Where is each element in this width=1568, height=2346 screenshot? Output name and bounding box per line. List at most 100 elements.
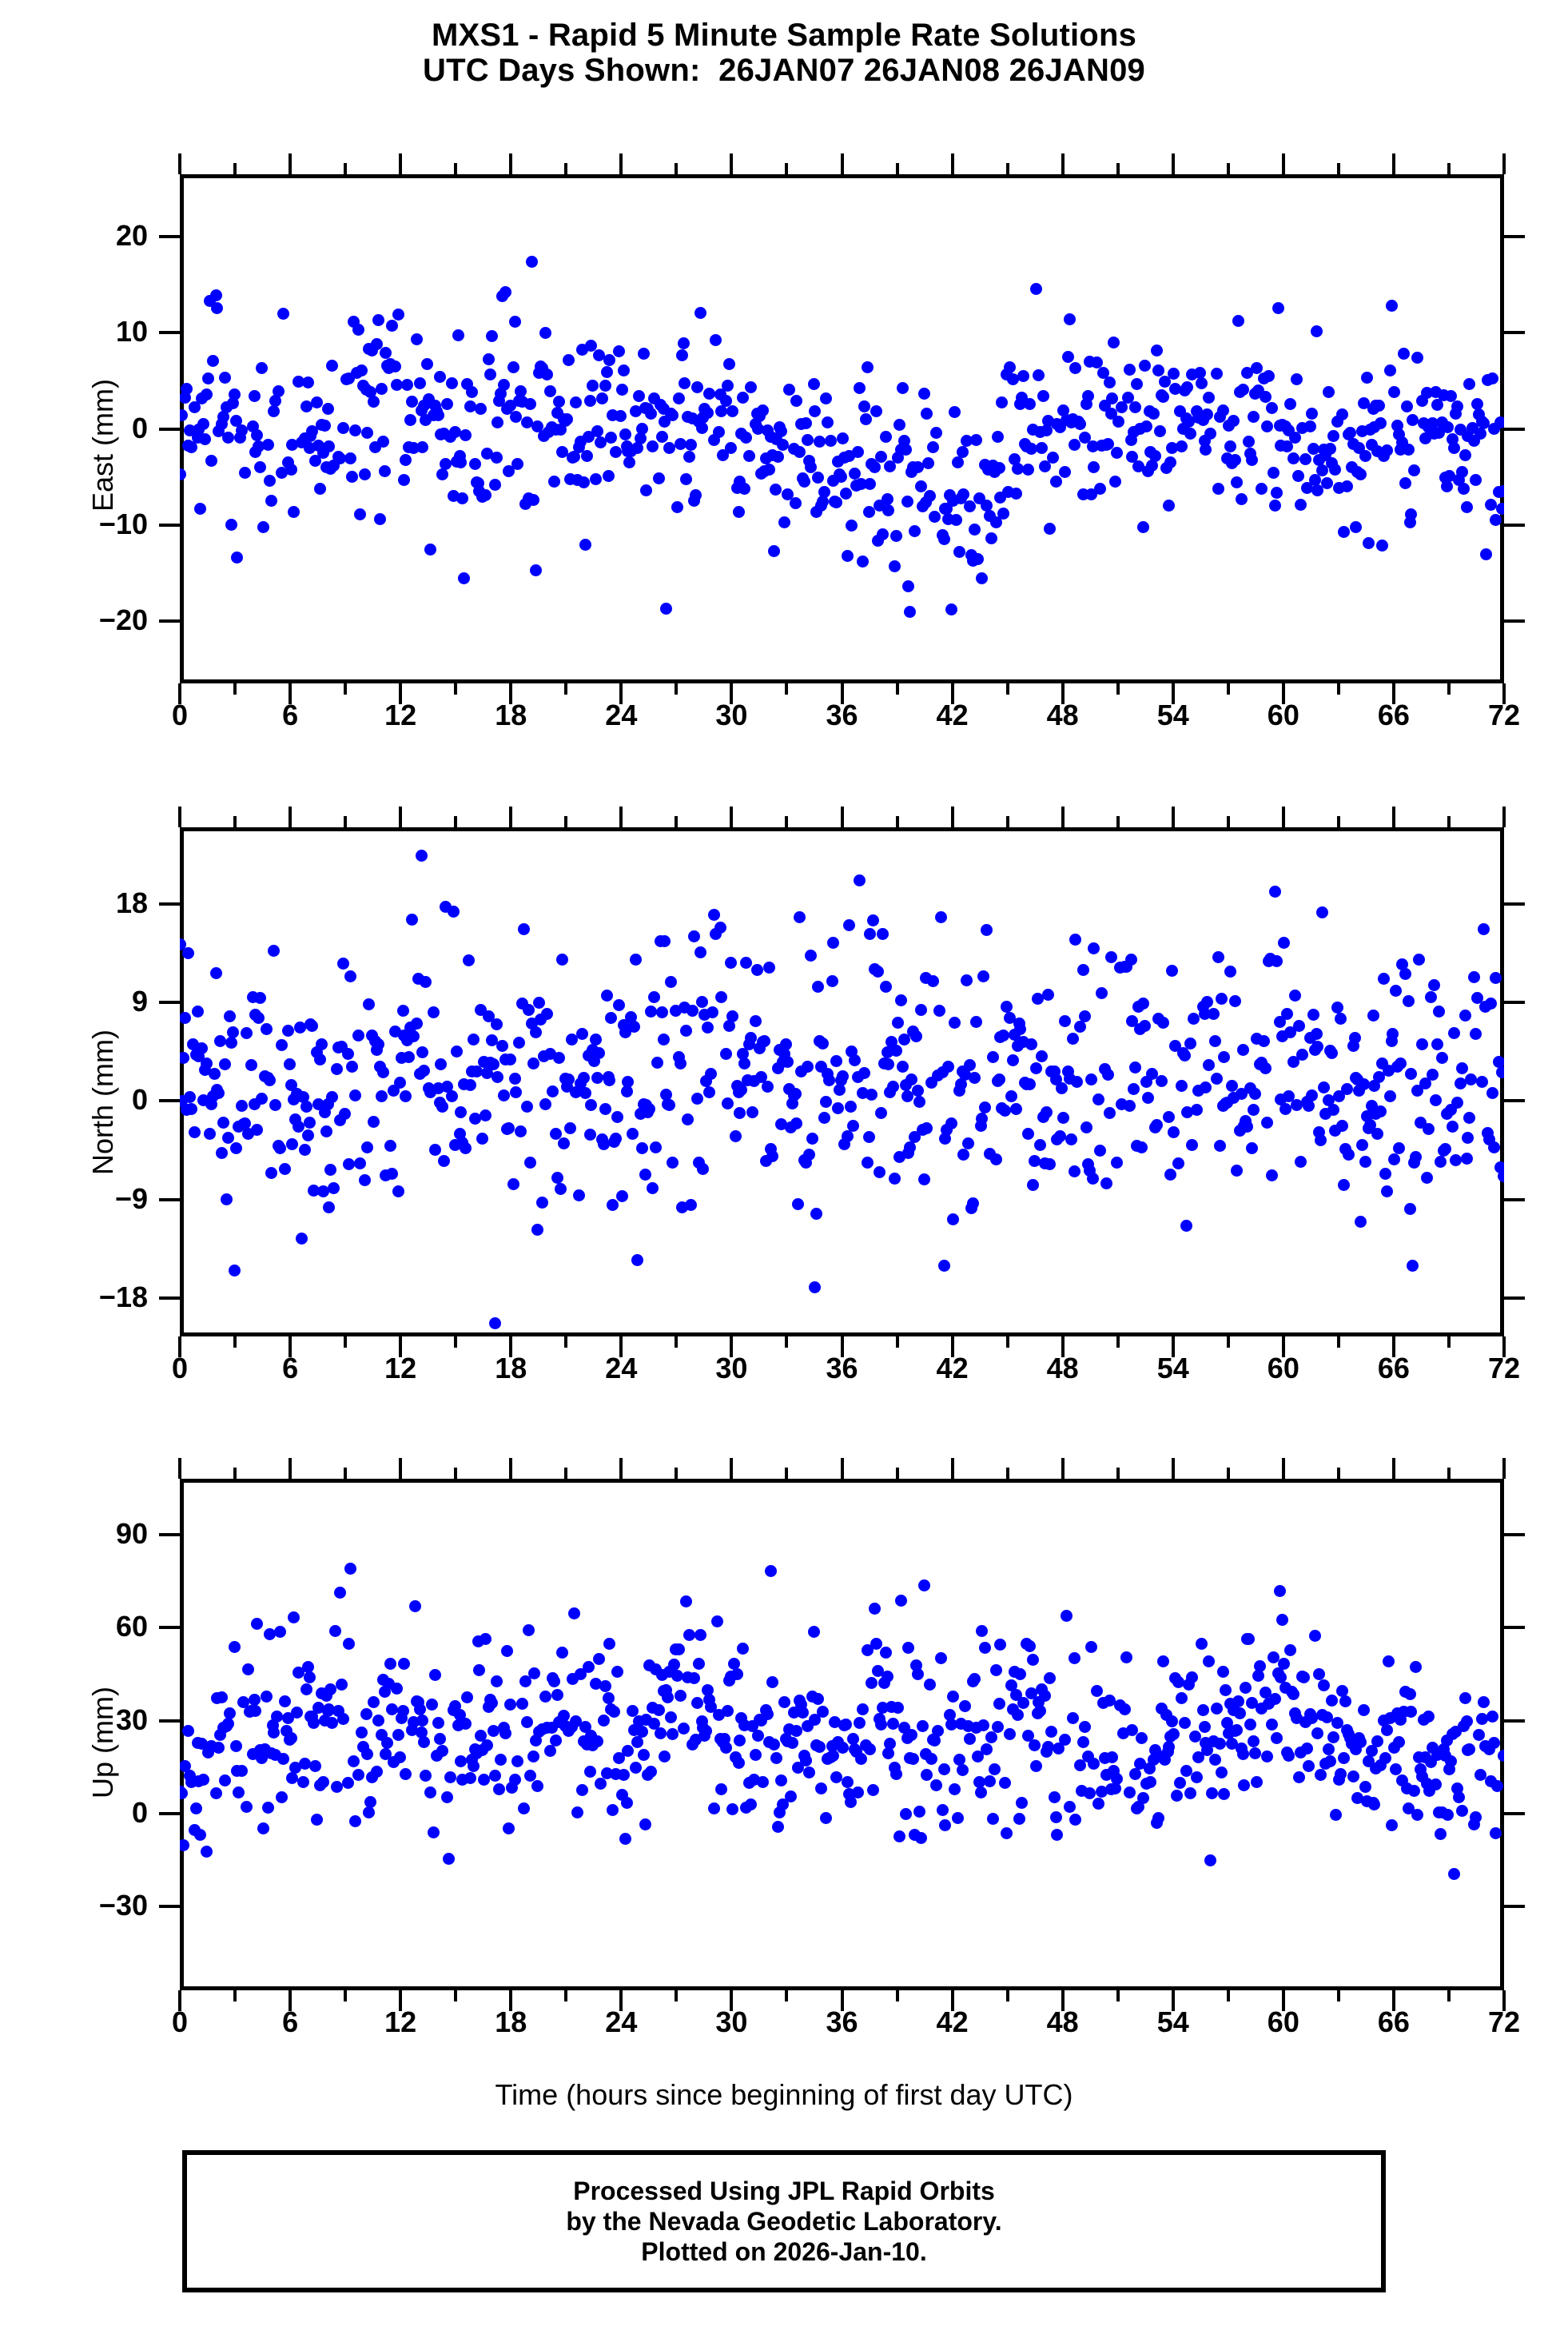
data-point [593,349,606,362]
data-point [1106,1751,1119,1764]
x-tick-label: 42 [936,1352,969,1384]
data-point [702,407,714,420]
data-point [1247,410,1260,423]
data-point [1350,521,1363,534]
data-point [630,953,643,966]
data-point [1380,444,1393,457]
data-point [1399,477,1411,490]
data-point [1318,1679,1331,1691]
data-point [1278,936,1291,949]
panel-north [180,827,1504,1336]
data-point [781,488,794,500]
data-point [1390,984,1403,997]
data-point [989,1663,1002,1676]
data-point [854,1717,866,1730]
data-point [1310,1028,1323,1041]
data-point [473,1664,486,1677]
data-point [937,1260,950,1273]
data-point [1004,1011,1016,1024]
data-point [1486,1710,1499,1723]
data-point [722,1704,734,1717]
data-point [557,1709,570,1722]
data-point [523,1769,536,1782]
data-point [539,1691,551,1703]
data-point [1151,344,1164,356]
data-point [1339,1695,1351,1708]
data-point [781,1056,794,1069]
data-point [386,1168,399,1181]
data-point [665,975,678,988]
data-point [547,1085,559,1098]
data-point [438,1154,451,1167]
data-point [1063,1800,1076,1813]
data-point [862,505,875,518]
data-point [1094,1144,1107,1157]
data-point [213,1742,225,1755]
data-point [1243,1632,1256,1645]
data-point [188,1126,201,1139]
data-point [757,404,770,416]
data-point [530,564,543,576]
data-point [1459,1010,1471,1022]
data-point [353,1157,366,1170]
data-point [277,308,289,320]
data-point [436,1101,449,1113]
data-point [352,1029,364,1042]
data-point [1359,1156,1371,1169]
data-point [864,1743,877,1755]
data-point [1470,397,1483,410]
data-point [826,975,838,988]
data-point [406,914,419,926]
data-point [341,1047,354,1060]
x-major-tick-top [950,807,954,827]
x-major-tick-top [399,1458,403,1479]
data-point [1490,1780,1503,1793]
data-point [849,467,862,480]
data-point [632,389,645,402]
data-point [433,371,446,384]
data-point [752,1730,765,1743]
data-point [1233,1707,1246,1719]
data-point [1439,1142,1451,1155]
data-point [677,337,690,349]
data-point [1086,440,1099,452]
data-point [1477,923,1490,936]
data-point [1163,499,1176,512]
data-point [1268,886,1281,898]
data-point [1497,1749,1504,1762]
data-point [663,442,676,455]
x-minor-tick [675,683,679,695]
data-point [594,436,607,448]
y-major-tick-right [1504,1719,1525,1723]
x-minor-tick-top [454,1468,458,1479]
data-point [1298,1671,1311,1684]
y-major-tick [159,1532,180,1536]
data-point [1059,466,1072,479]
data-point [1397,348,1410,360]
data-point [1066,1032,1079,1045]
x-tick-label: 48 [1046,699,1079,731]
data-point [905,1073,918,1085]
data-point [986,1812,999,1825]
x-major-tick [1391,1336,1395,1357]
data-point [488,479,501,492]
x-tick-label: 24 [605,1352,638,1384]
data-point [1022,1127,1035,1140]
data-point [817,1038,830,1050]
data-point [617,364,630,376]
data-point [1238,1778,1251,1791]
data-point [1078,1721,1091,1734]
data-point [597,1138,610,1151]
data-point [1320,1711,1333,1723]
data-point [239,1117,251,1129]
data-point [969,1015,982,1028]
y-tick-label: 0 [131,1795,148,1829]
data-point [861,1156,874,1169]
data-point [695,421,708,434]
data-point [300,1683,312,1695]
x-minor-tick-top [344,1468,348,1479]
data-point [749,1749,762,1762]
data-point [925,1752,938,1765]
data-point [520,1716,533,1729]
data-point [775,1774,788,1786]
